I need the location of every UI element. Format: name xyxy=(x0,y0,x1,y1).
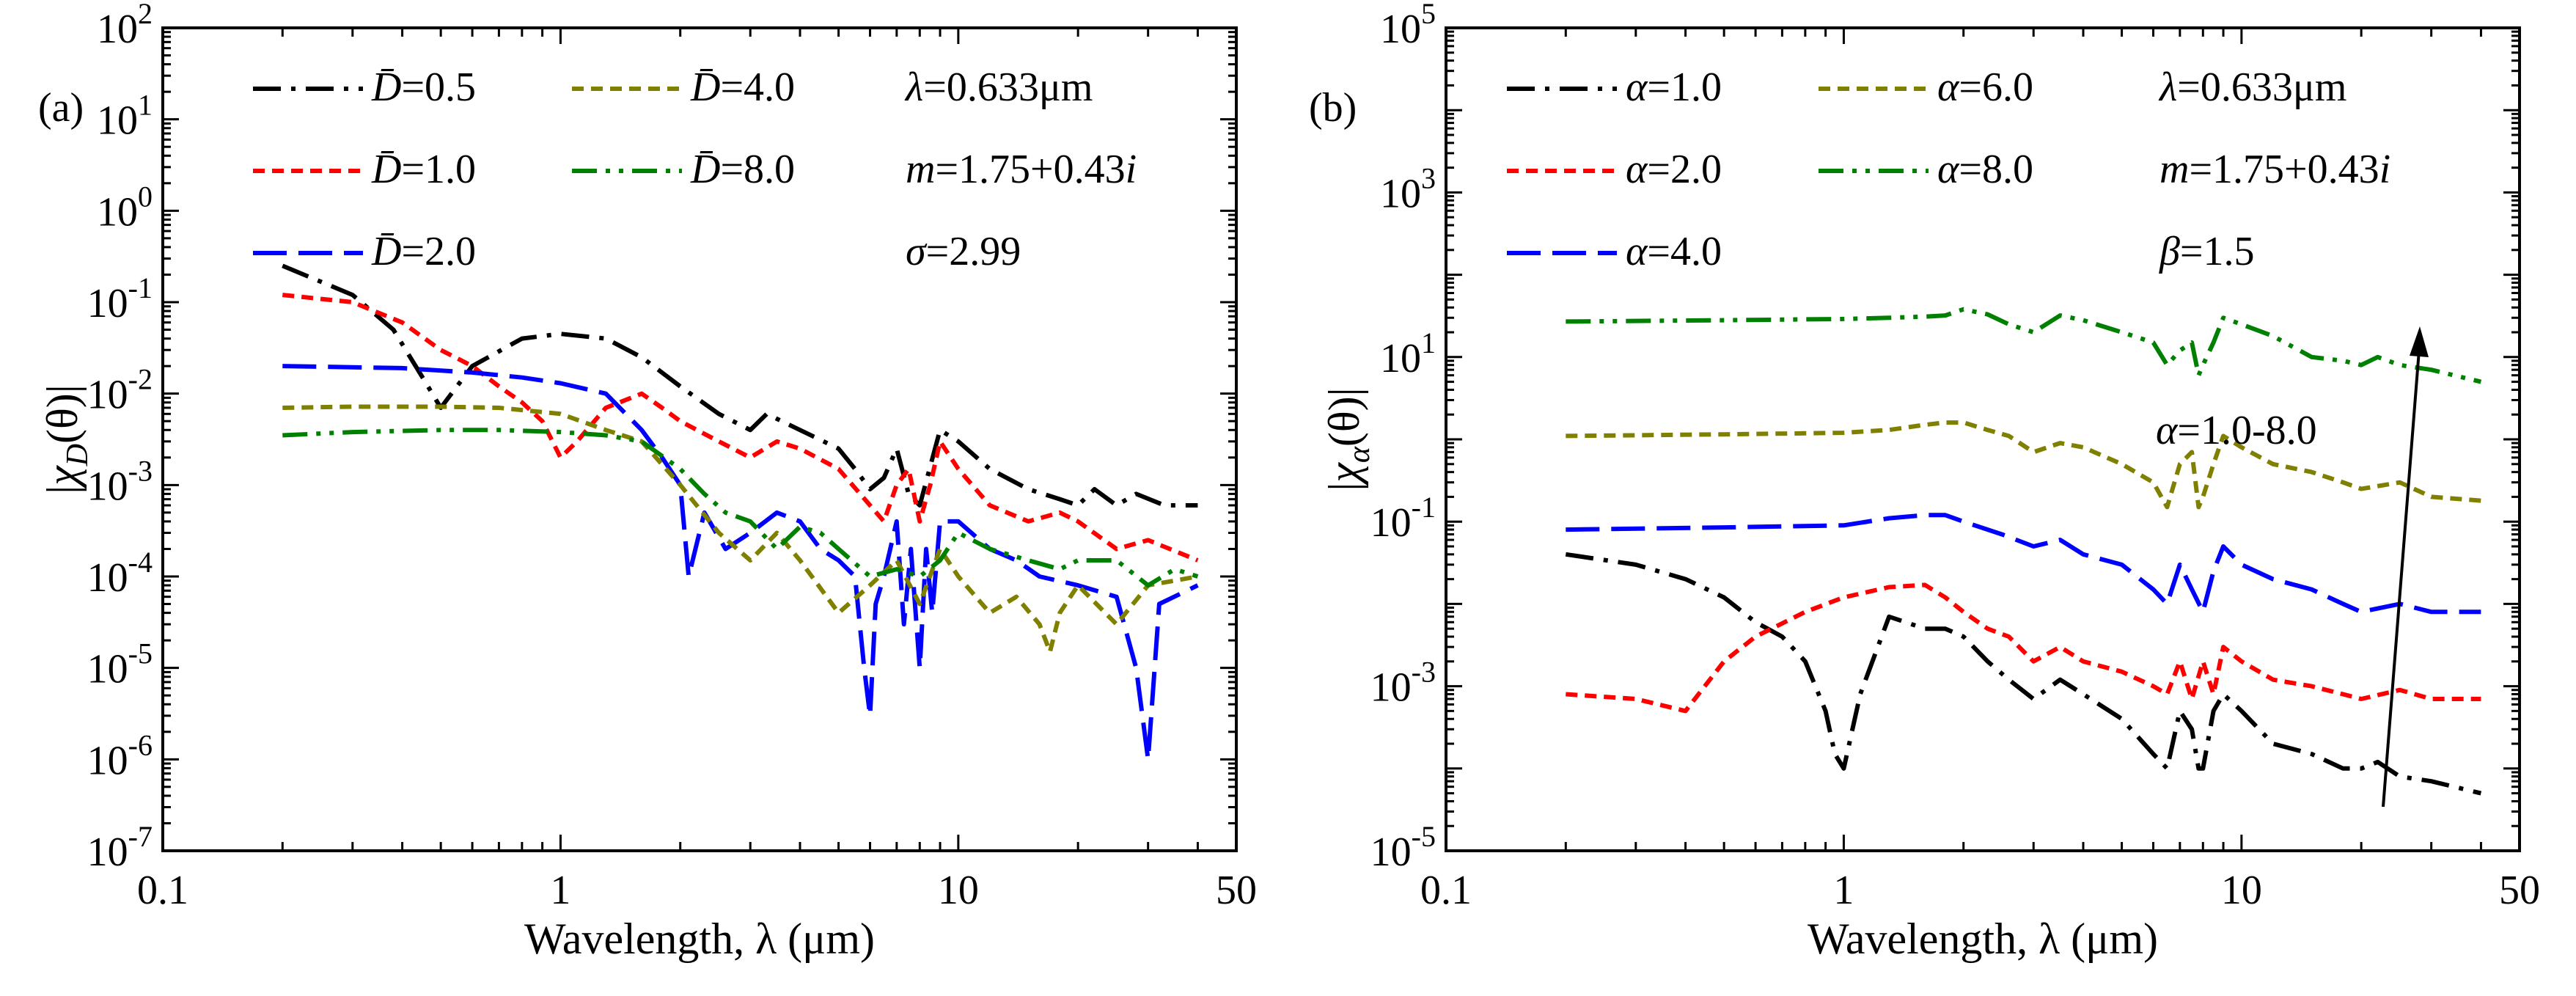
legend-label: α=4.0 xyxy=(1626,229,1722,274)
legend-label: α=6.0 xyxy=(1937,65,2033,110)
y-tick-label: 10-3 xyxy=(87,454,153,509)
y-tick-label: 10-1 xyxy=(87,271,153,326)
y-tick-label: 100 xyxy=(97,180,153,235)
annotation-text: m=1.75+0.43i xyxy=(2159,147,2390,192)
legend-label: D̄=4.0 xyxy=(690,65,795,110)
x-tick-label: 10 xyxy=(2221,868,2262,913)
annotations: λ=0.633μm m=1.75+0.43i σ=2.99 xyxy=(904,65,1137,274)
y-tick-label: 10-5 xyxy=(1370,820,1436,875)
plot-frame xyxy=(161,26,1238,852)
y-tick-label: 10-6 xyxy=(87,728,153,783)
y-tick-label: 105 xyxy=(1380,0,1436,52)
legend: D̄=0.5 D̄=1.0 D̄=2.0 D̄=4.0 D̄=8.0 xyxy=(253,65,795,274)
series-line-1 xyxy=(282,293,1199,563)
y-tick-label: 10-2 xyxy=(87,363,153,418)
x-axis-title: Wavelength, λ (μm) xyxy=(1808,915,2158,963)
x-tick-label: 10 xyxy=(938,868,979,913)
legend-label: α=8.0 xyxy=(1937,147,2033,192)
x-tick-label: 50 xyxy=(1216,868,1257,913)
x-axis-title: Wavelength, λ (μm) xyxy=(524,915,875,963)
trend-arrow-line xyxy=(2382,340,2421,808)
series-group xyxy=(1565,307,2482,796)
x-tick-label: 0.1 xyxy=(137,868,188,913)
legend-label: α=2.0 xyxy=(1626,147,1722,192)
series-line-4 xyxy=(282,428,1199,588)
series-line-2 xyxy=(282,364,1199,762)
series-line-1 xyxy=(1566,582,2481,714)
y-axis-title: |χD(θ)| xyxy=(38,384,95,494)
legend-label: α=1.0 xyxy=(1626,65,1722,110)
legend-label: D̄=1.0 xyxy=(371,147,476,192)
series-line-4 xyxy=(1566,307,2482,384)
series-group xyxy=(282,263,1199,762)
y-tick-label: 10-3 xyxy=(1370,656,1436,711)
y-axis-title: |χα(θ)| xyxy=(1320,387,1376,491)
panel-a-chart: 0.1 1 10 50 10-7 10-6 10-5 10-4 10-3 10-2 10-1 100 1… xyxy=(38,0,1257,963)
legend: α=1.0 α=2.0 α=4.0 α=6.0 α=8.0 xyxy=(1507,65,2033,274)
y-tick-label: 103 xyxy=(1380,161,1436,216)
series-line-3 xyxy=(282,404,1198,654)
x-tick-label: 50 xyxy=(2499,868,2540,913)
annotation-text: λ=0.633μm xyxy=(904,65,1093,110)
annotation-text: β=1.5 xyxy=(2159,229,2254,274)
x-tick-label: 1 xyxy=(1833,868,1854,913)
y-tick-label: 10-1 xyxy=(1370,491,1436,546)
legend-label: D̄=8.0 xyxy=(690,147,795,192)
annotations: λ=0.633μm m=1.75+0.43i β=1.5 α=1.0-8.0 xyxy=(2156,65,2390,453)
annotation-text: σ=2.99 xyxy=(906,229,1021,274)
annotation-text: λ=0.633μm xyxy=(2158,65,2346,110)
trend-arrow-head xyxy=(2410,326,2429,357)
panel-label: (b) xyxy=(1309,85,1357,131)
x-tick-label: 1 xyxy=(550,868,570,913)
y-tick-label: 102 xyxy=(97,0,153,52)
legend-label: D̄=0.5 xyxy=(371,65,476,110)
annotation-text: α=1.0-8.0 xyxy=(2156,408,2317,453)
series-line-0 xyxy=(282,263,1198,508)
y-tick-label: 10-7 xyxy=(87,820,153,875)
legend-label: D̄=2.0 xyxy=(371,229,476,274)
y-tick-label: 101 xyxy=(97,89,153,144)
series-line-2 xyxy=(1566,513,2481,615)
x-tick-label: 0.1 xyxy=(1420,868,1472,913)
series-line-3 xyxy=(1566,420,2481,510)
y-tick-label: 10-5 xyxy=(87,637,153,692)
y-tick-label: 10-4 xyxy=(87,546,153,601)
y-tick-label: 101 xyxy=(1380,326,1436,381)
annotation-text: m=1.75+0.43i xyxy=(906,147,1137,192)
panel-b-chart: 0.1 1 10 50 10-5 10-3 10-1 101 103 105 Wavelength,… xyxy=(1309,0,2540,963)
series-line-0 xyxy=(1565,552,2482,796)
panel-label: (a) xyxy=(38,85,84,131)
